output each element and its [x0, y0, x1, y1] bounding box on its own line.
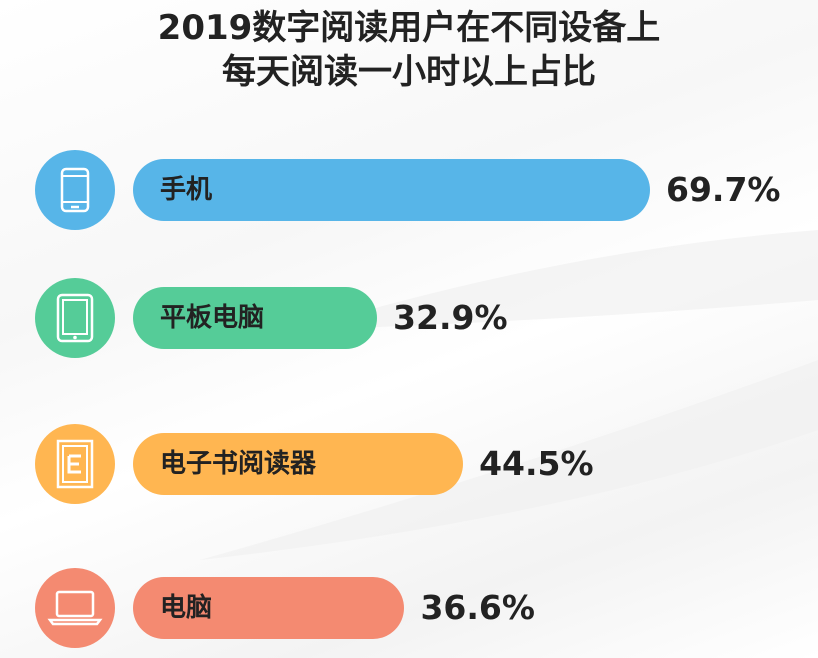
category-label: 电子书阅读器: [160, 449, 317, 479]
category-label: 平板电脑: [160, 303, 265, 333]
value-label: 44.5%: [479, 444, 594, 483]
phone-icon: [35, 150, 115, 230]
chart-title: 2019数字阅读用户在不同设备上 每天阅读一小时以上占比: [0, 6, 818, 94]
value-label: 32.9%: [393, 298, 508, 337]
tablet-icon: [35, 278, 115, 358]
bar-row: 手机 69.7%: [0, 150, 818, 230]
bar: 电子书阅读器: [133, 433, 464, 495]
bar: 平板电脑: [133, 287, 378, 349]
value-label: 36.6%: [420, 588, 535, 627]
laptop-icon: [35, 568, 115, 648]
chart-title-line-1: 2019数字阅读用户在不同设备上: [157, 8, 661, 48]
ebook-reader-icon: [35, 424, 115, 504]
value-label: 69.7%: [666, 170, 781, 209]
bar: 手机: [133, 159, 650, 221]
bar: 电脑: [133, 577, 405, 639]
bar-row: 电脑 36.6%: [0, 568, 818, 648]
category-label: 电脑: [160, 593, 213, 623]
chart-title-line-2: 每天阅读一小时以上占比: [222, 52, 596, 92]
bar-row: 平板电脑 32.9%: [0, 278, 818, 358]
bar-row: 电子书阅读器 44.5%: [0, 424, 818, 504]
category-label: 手机: [160, 175, 213, 205]
